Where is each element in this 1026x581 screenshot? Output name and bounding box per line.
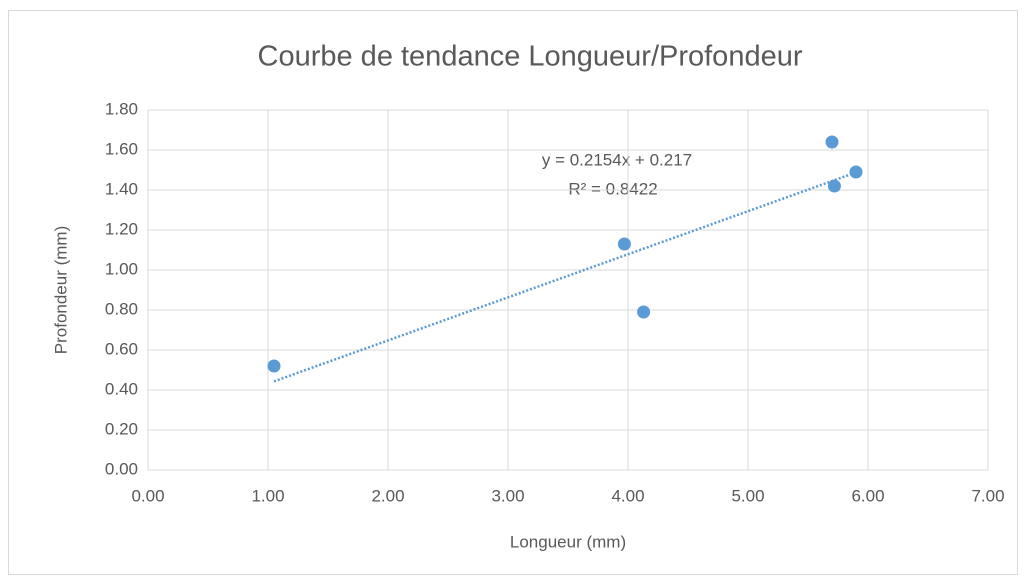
chart-border — [8, 10, 1018, 575]
x-tick-label: 3.00 — [491, 486, 524, 505]
trendline — [273, 171, 857, 383]
point — [849, 165, 863, 179]
y-tick-label: 1.00 — [105, 259, 138, 278]
y-tick-label: 1.20 — [105, 219, 138, 238]
x-tick-label: 2.00 — [371, 486, 404, 505]
point — [827, 179, 841, 193]
y-tick-label: 0.40 — [105, 379, 138, 398]
point — [825, 135, 839, 149]
y-tick-label: 0.60 — [105, 339, 138, 358]
point — [617, 237, 631, 251]
point — [637, 305, 651, 319]
y-tick-label: 0.80 — [105, 299, 138, 318]
x-tick-label: 5.00 — [731, 486, 764, 505]
y-tick-label: 1.80 — [105, 99, 138, 118]
x-tick-label: 0.00 — [131, 486, 164, 505]
x-tick-label: 1.00 — [251, 486, 284, 505]
y-tick-label: 0.20 — [105, 419, 138, 438]
y-axis-label: Profondeur (mm) — [51, 226, 70, 354]
x-axis-label: Longueur (mm) — [510, 532, 626, 551]
x-tick-label: 7.00 — [971, 486, 1004, 505]
x-tick-label: 4.00 — [611, 486, 644, 505]
y-tick-label: 0.00 — [105, 459, 138, 478]
x-tick-label: 6.00 — [851, 486, 884, 505]
point — [267, 359, 281, 373]
trend-equation: y = 0.2154x + 0.217 — [542, 150, 692, 169]
y-tick-label: 1.60 — [105, 139, 138, 158]
y-tick-label: 1.40 — [105, 179, 138, 198]
chart-title: Courbe de tendance Longueur/Profondeur — [258, 41, 803, 73]
trend-r2: R² = 0.8422 — [568, 179, 657, 198]
